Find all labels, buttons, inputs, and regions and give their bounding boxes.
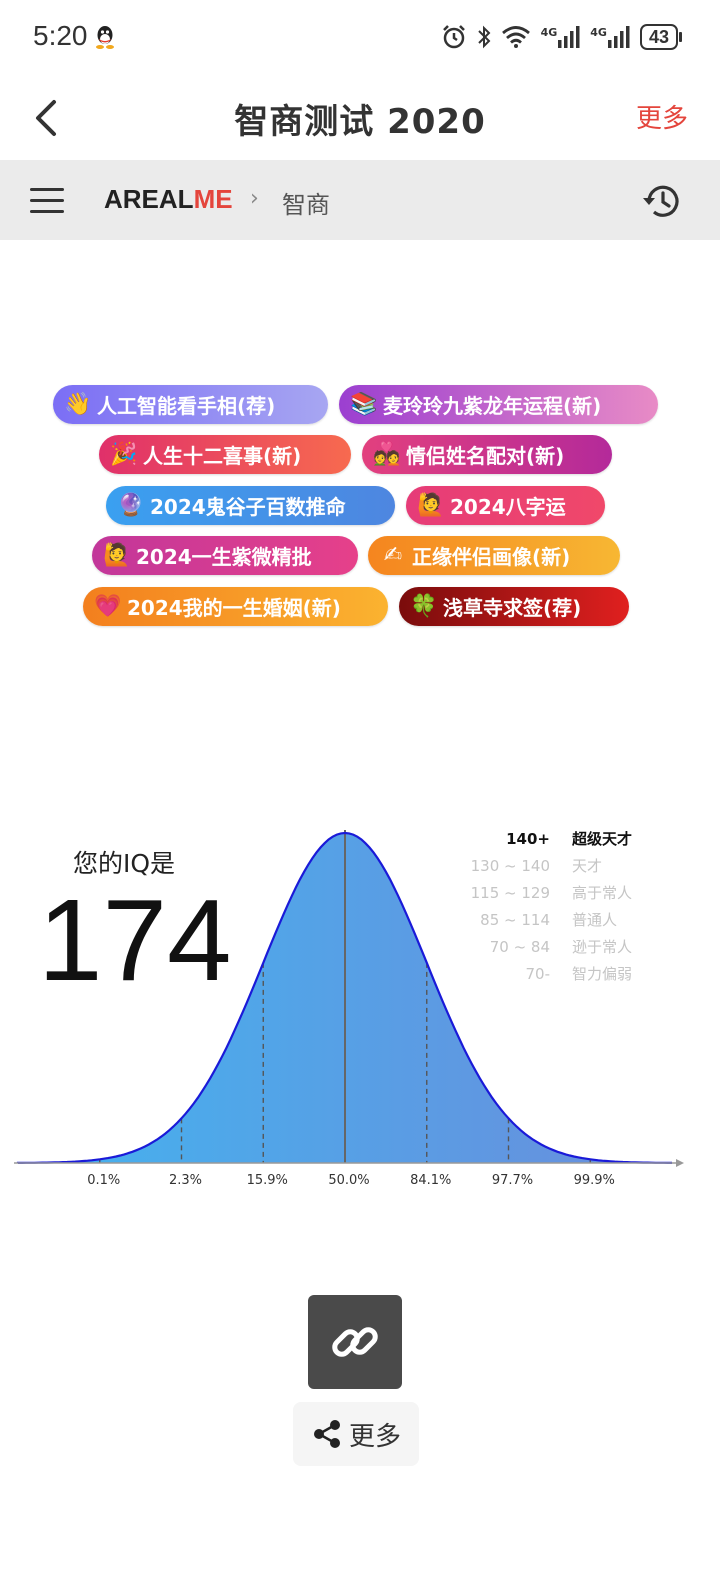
x-tick-label: 0.1% — [87, 1173, 120, 1188]
legend-row: 115 ~ 129 高于常人 — [440, 880, 680, 907]
qq-icon — [96, 26, 114, 49]
legend-row: 70- 智力偏弱 — [440, 961, 680, 988]
hamburger-menu-icon[interactable] — [30, 188, 64, 214]
emoji-icon: ✍ — [383, 542, 403, 568]
battery-level: 43 — [639, 24, 678, 50]
x-tick-label: 99.9% — [574, 1173, 615, 1188]
feature-tag-pill[interactable]: 🙋 2024一生紫微精批 — [92, 536, 358, 575]
feature-tag-label: 浅草寺求签(荐) — [443, 596, 582, 620]
link-icon — [332, 1327, 378, 1357]
x-axis-arrow-icon — [676, 1159, 684, 1167]
feature-tag-label: 2024我的一生婚姻(新) — [127, 596, 341, 620]
battery-icon: 43 — [639, 24, 682, 50]
more-button[interactable]: 更多 — [635, 104, 688, 134]
copy-link-button[interactable] — [308, 1295, 402, 1389]
legend-row: 130 ~ 140 天才 — [440, 853, 680, 880]
legend-category: 高于常人 — [572, 884, 633, 902]
history-icon[interactable] — [642, 182, 682, 220]
signal-icon — [607, 26, 630, 48]
x-tick-label: 2.3% — [169, 1173, 202, 1188]
network-type-label: 4G — [590, 26, 607, 39]
feature-tag-label: 麦玲玲九紫龙年运程(新) — [383, 394, 602, 418]
feature-tag-pill[interactable]: 💑 情侣姓名配对(新) — [362, 435, 612, 474]
share-more-button[interactable]: 更多 — [293, 1402, 419, 1466]
signal-icon — [558, 26, 580, 48]
share-icon — [313, 1420, 340, 1448]
feature-tag-pill[interactable]: ✍ 正缘伴侣画像(新) — [368, 536, 620, 575]
status-bar: 5:20 4G 4G — [0, 0, 720, 76]
brand-text: AREAL — [104, 184, 194, 214]
bluetooth-icon — [477, 25, 491, 49]
feature-tag-pill[interactable]: 🍀 浅草寺求签(荐) — [399, 587, 629, 626]
legend-category: 超级天才 — [572, 830, 633, 848]
back-arrow-icon[interactable] — [30, 98, 66, 138]
legend-category: 普通人 — [572, 911, 618, 929]
legend-range: 70- — [525, 965, 551, 983]
legend-range: 85 ~ 114 — [480, 911, 550, 929]
brand-text-accent: ME — [193, 184, 233, 214]
iq-result-label: 您的IQ是 — [73, 849, 176, 878]
legend-row: 140+ 超级天才 — [440, 826, 680, 853]
feature-tag-label: 2024一生紫微精批 — [136, 545, 312, 569]
cell-signal-1: 4G — [541, 26, 581, 48]
x-tick-label: 15.9% — [247, 1173, 288, 1188]
emoji-icon: 🍀 — [410, 593, 438, 619]
feature-tag-pill[interactable]: 🙋 2024八字运 — [406, 486, 605, 525]
x-tick-label: 97.7% — [492, 1173, 533, 1188]
emoji-icon: 💗 — [94, 593, 122, 619]
legend-range: 115 ~ 129 — [470, 884, 550, 902]
status-time: 5:20 — [33, 20, 88, 51]
wifi-icon — [501, 26, 530, 48]
iq-legend: 140+ 超级天才 130 ~ 140 天才 115 ~ 129 高于常人 85 ~ 114… — [440, 826, 680, 988]
alarm-icon — [442, 25, 465, 49]
x-tick-label: 50.0% — [328, 1173, 369, 1188]
feature-tag-pill[interactable]: 💗 2024我的一生婚姻(新) — [83, 587, 388, 626]
legend-row: 70 ~ 84 逊于常人 — [440, 934, 680, 961]
page-title: 智商测试 2020 — [234, 102, 486, 142]
legend-row: 85 ~ 114 普通人 — [440, 907, 680, 934]
distribution-curve — [16, 831, 672, 1164]
legend-range: 130 ~ 140 — [470, 857, 550, 875]
breadcrumb-current: 智商 — [282, 191, 330, 219]
feature-tag-label: 正缘伴侣画像(新) — [412, 545, 571, 569]
share-more-label: 更多 — [348, 1421, 401, 1452]
brand-logo[interactable]: AREALME — [104, 184, 233, 215]
feature-tag-pill[interactable]: 🎉 人生十二喜事(新) — [99, 435, 351, 474]
legend-category: 逊于常人 — [572, 938, 633, 956]
cell-signal-2: 4G — [590, 26, 630, 48]
emoji-icon: 👋 — [64, 391, 92, 417]
emoji-icon: 📚 — [350, 391, 378, 417]
network-type-label: 4G — [540, 26, 558, 39]
feature-tag-label: 情侣姓名配对(新) — [406, 444, 565, 468]
feature-tag-pill[interactable]: 📚 麦玲玲九紫龙年运程(新) — [339, 385, 658, 424]
legend-category: 天才 — [572, 857, 603, 875]
breadcrumb-bar: AREALME › 智商 — [0, 160, 720, 240]
iq-result-value: 174 — [38, 875, 232, 1005]
legend-category: 智力偏弱 — [572, 965, 633, 983]
feature-tag-pill[interactable]: 👋 人工智能看手相(荐) — [53, 385, 328, 424]
feature-tag-label: 2024鬼谷子百数推命 — [150, 495, 346, 519]
feature-tag-label: 人生十二喜事(新) — [143, 444, 302, 468]
feature-tag-label: 2024八字运 — [450, 495, 566, 519]
app-bar: 智商测试 2020 更多 — [0, 76, 720, 160]
legend-range: 70 ~ 84 — [489, 938, 550, 956]
status-icons: 4G 4G 43 — [441, 22, 682, 52]
breadcrumb-separator-icon: › — [250, 186, 259, 211]
emoji-icon: 🙋 — [417, 492, 445, 518]
x-tick-label: 84.1% — [410, 1173, 451, 1188]
feature-tag-label: 人工智能看手相(荐) — [97, 394, 276, 418]
legend-range: 140+ — [506, 830, 550, 848]
emoji-icon: 🔮 — [117, 492, 145, 518]
iq-distribution-chart: 0.1% 2.3% 15.9% 50.0% 84.1% 97.7% 99.9% — [14, 830, 684, 1188]
feature-tag-pill[interactable]: 🔮 2024鬼谷子百数推命 — [106, 486, 395, 525]
emoji-icon: 🎉 — [110, 441, 138, 467]
emoji-icon: 💑 — [373, 441, 401, 467]
emoji-icon: 🙋 — [103, 542, 131, 568]
